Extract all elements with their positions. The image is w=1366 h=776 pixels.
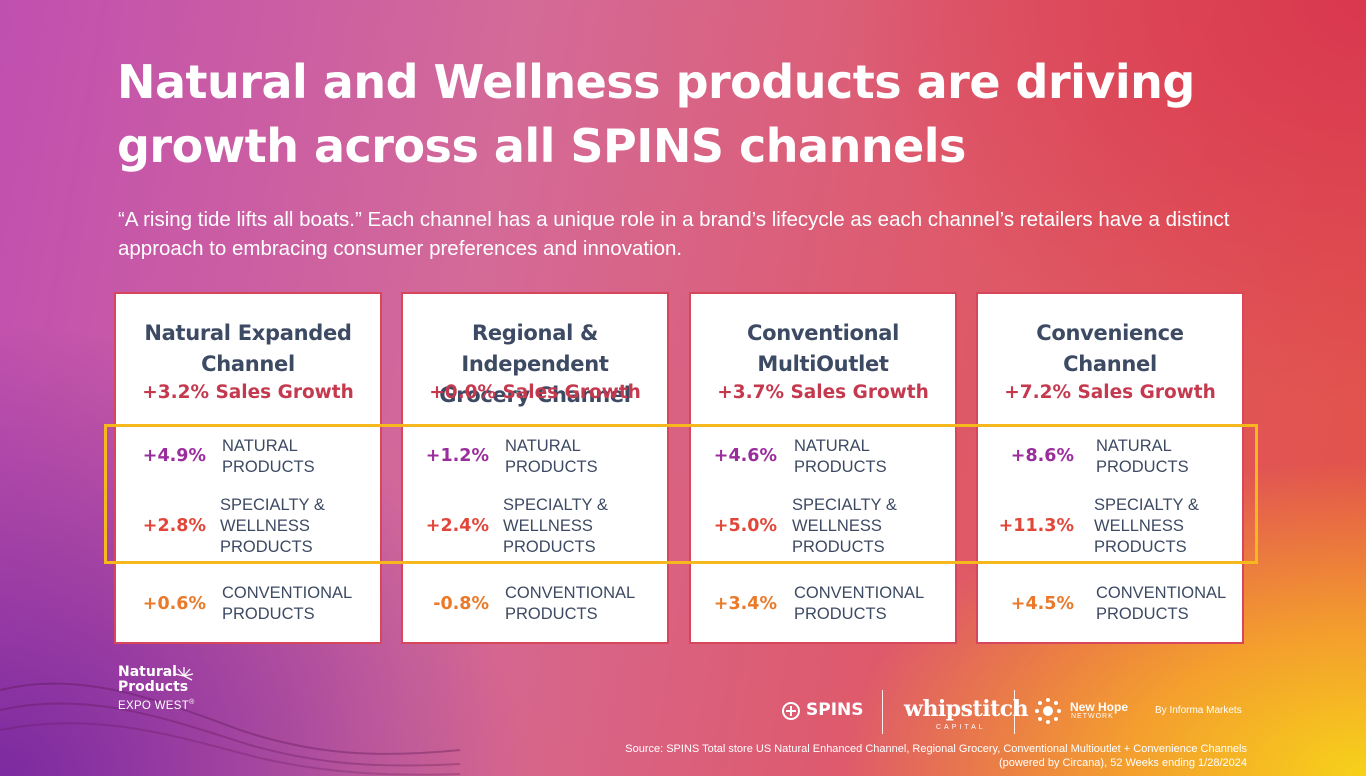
specialty-label: SPECIALTY & WELLNESS PRODUCTS (220, 496, 325, 556)
channel-card-conventional-multioutlet: Conventional MultiOutlet +3.7% Sales Gro… (689, 292, 957, 644)
logo-divider (1014, 690, 1015, 734)
conventional-label: CONVENTIONAL PRODUCTS (222, 584, 353, 623)
specialty-pct: +2.8% (142, 516, 206, 536)
channel-name: Regional & Independent Grocery Channel (439, 321, 631, 407)
channel-growth: +7.2% Sales Growth (1004, 382, 1216, 403)
specialty-label: SPECIALTY & WELLNESS PRODUCTS (1094, 496, 1199, 556)
source-note: Source: SPINS Total store US Natural Enh… (487, 742, 1247, 770)
conventional-pct: +3.4% (713, 594, 777, 614)
decorative-waves (0, 682, 460, 776)
logo-line-1: Natural (118, 664, 177, 680)
specialty-label: SPECIALTY & WELLNESS PRODUCTS (503, 496, 608, 556)
channel-name: Conventional MultiOutlet (746, 321, 900, 376)
new-hope-logo-subtext: NETWORK (1071, 713, 1114, 720)
natural-label: NATURAL PRODUCTS (794, 437, 887, 476)
natural-label: NATURAL PRODUCTS (222, 437, 315, 476)
natural-specialty-highlight-box (104, 424, 1258, 564)
spins-logo-text: SPINS (806, 700, 864, 720)
channel-card-regional-grocery: Regional & Independent Grocery Channel +… (401, 292, 669, 644)
logo-line-2: Products (118, 679, 189, 695)
natural-products-expo-west-logo: Natural Products EXPO WEST® (118, 665, 195, 714)
logo-divider (882, 690, 883, 734)
conventional-pct: -0.8% (433, 594, 489, 614)
page-title: Natural and Wellness products are drivin… (117, 55, 1195, 173)
channel-growth: +3.7% Sales Growth (717, 382, 929, 403)
source-line-2: (powered by Circana), 52 Weeks ending 1/… (998, 757, 1247, 769)
channel-name: Convenience Channel (1036, 321, 1184, 376)
natural-label: NATURAL PRODUCTS (505, 437, 598, 476)
whipstitch-logo-subtext: CAPITAL (936, 724, 986, 731)
conventional-label: CONVENTIONAL PRODUCTS (794, 584, 925, 623)
page-subtitle: “A rising tide lifts all boats.” Each ch… (118, 208, 1230, 260)
channel-growth: +3.2% Sales Growth (142, 382, 354, 403)
spins-logo-icon (782, 702, 800, 720)
conventional-label: CONVENTIONAL PRODUCTS (1096, 584, 1227, 623)
conventional-pct: +4.5% (1010, 594, 1074, 614)
sunburst-icon (174, 667, 194, 681)
new-hope-logo-icon (1035, 698, 1061, 724)
registered-mark: ® (189, 699, 195, 706)
specialty-pct: +2.4% (425, 516, 489, 536)
natural-pct: +8.6% (1010, 446, 1074, 466)
natural-pct: +4.9% (142, 446, 206, 466)
natural-pct: +4.6% (713, 446, 777, 466)
specialty-pct: +5.0% (713, 516, 777, 536)
logo-line-3: EXPO WEST® (118, 695, 195, 714)
informa-markets-text: By Informa Markets (1155, 705, 1242, 716)
logo-line-3-text: EXPO WEST (118, 699, 190, 712)
new-hope-logo-text: New Hope (1070, 700, 1129, 714)
channel-name: Natural Expanded Channel (144, 321, 352, 376)
channel-growth: +0.0% Sales Growth (429, 382, 641, 403)
channel-card-natural-expanded: Natural Expanded Channel +3.2% Sales Gro… (114, 292, 382, 644)
source-line-1: Source: SPINS Total store US Natural Enh… (625, 743, 1247, 755)
conventional-pct: +0.6% (142, 594, 206, 614)
natural-pct: +1.2% (425, 446, 489, 466)
channel-card-convenience: Convenience Channel +7.2% Sales Growth +… (976, 292, 1244, 644)
natural-label: NATURAL PRODUCTS (1096, 437, 1189, 476)
whipstitch-logo-text: whipstitch (904, 696, 1029, 722)
specialty-label: SPECIALTY & WELLNESS PRODUCTS (792, 496, 897, 556)
conventional-label: CONVENTIONAL PRODUCTS (505, 584, 636, 623)
specialty-pct: +11.3% (998, 516, 1074, 536)
